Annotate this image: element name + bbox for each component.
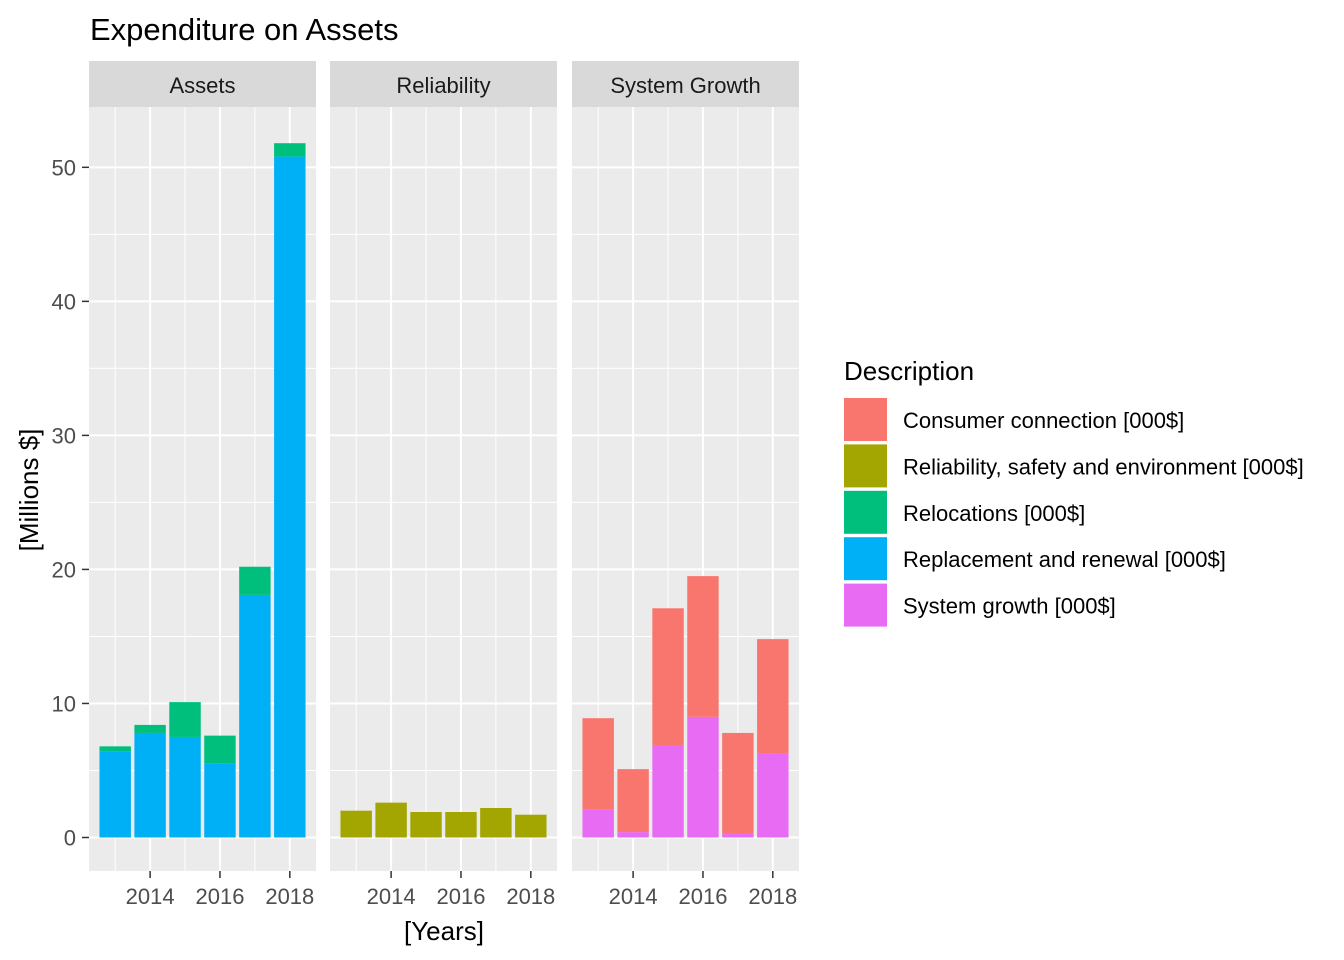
bar-segment bbox=[445, 812, 477, 838]
facet-strip-label: System Growth bbox=[610, 73, 760, 98]
y-tick-label: 10 bbox=[52, 691, 76, 716]
legend-swatch bbox=[844, 537, 887, 581]
bar-segment bbox=[274, 143, 306, 157]
bar-segment bbox=[582, 718, 614, 810]
facet-strip bbox=[89, 61, 316, 107]
facet-panel-system-growth: System Growth 2014 2016 2018 bbox=[572, 61, 799, 909]
legend-item: Consumer connection [000$] bbox=[844, 398, 1184, 441]
y-tick-label: 30 bbox=[52, 423, 76, 448]
y-tick-label: 20 bbox=[52, 557, 76, 582]
bar-segment bbox=[99, 751, 131, 838]
bar-segment bbox=[757, 753, 789, 838]
bar-segment bbox=[239, 566, 271, 595]
bar-segment bbox=[582, 809, 614, 838]
y-axis-label: [Millions $] bbox=[14, 429, 44, 552]
x-axis-label: [Years] bbox=[404, 916, 484, 946]
bar-segment bbox=[340, 810, 372, 838]
bar-segment bbox=[169, 702, 201, 737]
x-tick-label: 2014 bbox=[126, 884, 175, 909]
legend-swatch bbox=[844, 490, 887, 534]
bar-segment bbox=[204, 763, 236, 838]
bar-segment bbox=[652, 745, 684, 838]
facet-strip bbox=[572, 61, 799, 107]
y-tick-label: 0 bbox=[64, 825, 76, 850]
bar-segment bbox=[687, 576, 719, 717]
x-tick-label: 2016 bbox=[678, 884, 727, 909]
bar-segment bbox=[687, 716, 719, 838]
bar-segment bbox=[99, 746, 131, 752]
legend: Description Consumer connection [000$] Rel… bbox=[844, 356, 1304, 627]
bar-segment bbox=[134, 724, 166, 733]
y-axis: 0 10 20 30 40 50 bbox=[52, 155, 89, 850]
facet-panel-assets: Assets 2014 2016 2018 bbox=[89, 61, 316, 909]
bar-segment bbox=[652, 608, 684, 746]
legend-label: System growth [000$] bbox=[903, 594, 1116, 619]
x-tick-label: 2014 bbox=[609, 884, 658, 909]
legend-label: Reliability, safety and environment [000… bbox=[903, 454, 1304, 479]
legend-item: Reliability, safety and environment [000… bbox=[844, 444, 1304, 488]
x-tick-label: 2018 bbox=[265, 884, 314, 909]
legend-item: Replacement and renewal [000$] bbox=[844, 537, 1226, 581]
facet-panel-reliability: Reliability 2014 2016 2018 bbox=[330, 61, 557, 909]
y-tick-label: 50 bbox=[52, 155, 76, 180]
bar-segment bbox=[515, 814, 547, 838]
y-tick-label: 40 bbox=[52, 289, 76, 314]
bar-segment bbox=[722, 732, 754, 834]
bar-segment bbox=[169, 736, 201, 838]
bar-segment bbox=[617, 832, 649, 838]
bar-segment bbox=[480, 808, 512, 838]
x-tick-label: 2014 bbox=[367, 884, 416, 909]
panel-background bbox=[330, 107, 557, 871]
facet-strip bbox=[330, 61, 557, 107]
bar-segment bbox=[204, 735, 236, 764]
x-tick-label: 2018 bbox=[748, 884, 797, 909]
facet-strip-label: Reliability bbox=[396, 73, 490, 98]
legend-swatch bbox=[844, 583, 887, 627]
bar-segment bbox=[274, 156, 306, 838]
legend-swatch bbox=[844, 398, 887, 441]
bar-segment bbox=[722, 833, 754, 838]
x-tick-label: 2016 bbox=[195, 884, 244, 909]
bar-segment bbox=[410, 812, 442, 838]
facet-panels: Assets 2014 2016 2018 Reliability 2014 2016 201… bbox=[89, 61, 799, 909]
x-tick-label: 2018 bbox=[506, 884, 555, 909]
bar-segment bbox=[239, 594, 271, 838]
bar-segment bbox=[134, 732, 166, 838]
x-tick-label: 2016 bbox=[436, 884, 485, 909]
legend-item: Relocations [000$] bbox=[844, 490, 1085, 534]
legend-item: System growth [000$] bbox=[844, 583, 1116, 627]
facet-strip-label: Assets bbox=[169, 73, 235, 98]
legend-swatch bbox=[844, 444, 887, 488]
bar-segment bbox=[617, 769, 649, 833]
bar-segment bbox=[375, 802, 407, 838]
legend-label: Relocations [000$] bbox=[903, 501, 1085, 526]
legend-title: Description bbox=[844, 356, 974, 386]
chart-title: Expenditure on Assets bbox=[90, 12, 398, 47]
legend-label: Consumer connection [000$] bbox=[903, 408, 1184, 433]
bar-segment bbox=[757, 639, 789, 754]
legend-label: Replacement and renewal [000$] bbox=[903, 547, 1226, 572]
